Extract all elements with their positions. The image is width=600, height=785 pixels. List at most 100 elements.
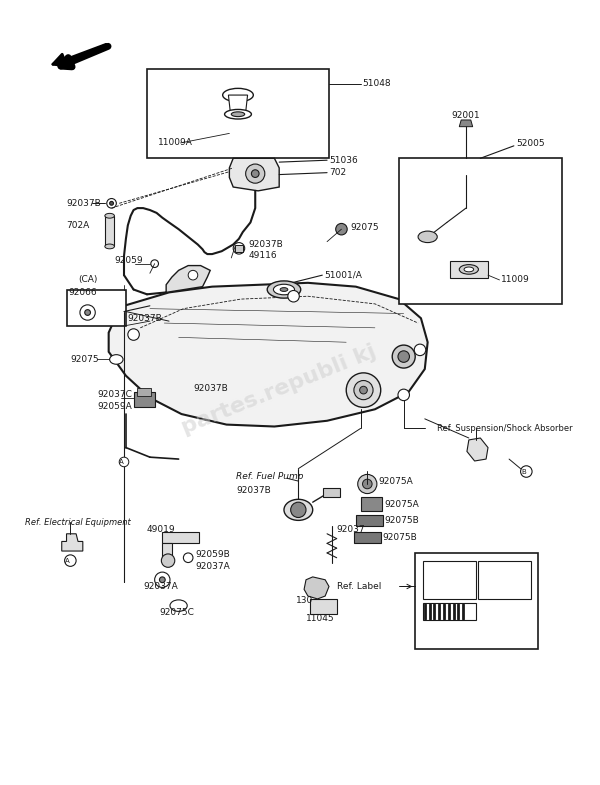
Bar bbox=[163, 543, 172, 560]
Circle shape bbox=[107, 199, 116, 208]
Ellipse shape bbox=[274, 284, 295, 295]
Polygon shape bbox=[109, 283, 428, 426]
Bar bbox=[163, 532, 199, 543]
Text: 92075A: 92075A bbox=[385, 499, 419, 509]
Bar bbox=[356, 515, 383, 526]
Circle shape bbox=[233, 243, 245, 254]
Bar bbox=[134, 392, 155, 407]
Circle shape bbox=[521, 466, 532, 477]
Ellipse shape bbox=[464, 267, 473, 272]
Polygon shape bbox=[304, 577, 329, 599]
Text: 92001: 92001 bbox=[452, 111, 480, 119]
Circle shape bbox=[290, 502, 306, 517]
Text: Ref. Electrical Equipment: Ref. Electrical Equipment bbox=[25, 518, 131, 527]
Text: 92075A: 92075A bbox=[379, 476, 413, 486]
Bar bbox=[235, 244, 243, 252]
Ellipse shape bbox=[170, 600, 187, 612]
Text: 11045: 11045 bbox=[306, 614, 335, 623]
Bar bbox=[147, 69, 329, 159]
Text: Ref. Fuel Pump: Ref. Fuel Pump bbox=[236, 472, 304, 481]
Text: A: A bbox=[119, 459, 124, 465]
Polygon shape bbox=[166, 265, 210, 292]
Text: 51036: 51036 bbox=[329, 155, 358, 165]
Polygon shape bbox=[229, 95, 248, 112]
Text: 92075B: 92075B bbox=[383, 533, 418, 542]
Text: A: A bbox=[128, 331, 133, 338]
Bar bbox=[399, 159, 562, 304]
Ellipse shape bbox=[459, 265, 478, 274]
Bar bbox=[354, 532, 381, 543]
Text: partes.republi kj: partes.republi kj bbox=[179, 341, 380, 438]
Circle shape bbox=[151, 260, 158, 268]
Text: 11009: 11009 bbox=[502, 276, 530, 284]
Text: 92075C: 92075C bbox=[160, 608, 194, 617]
Circle shape bbox=[359, 386, 367, 394]
Circle shape bbox=[188, 270, 198, 280]
Bar bbox=[323, 487, 340, 498]
Text: 92037B: 92037B bbox=[67, 199, 101, 208]
Circle shape bbox=[362, 479, 372, 489]
Text: A: A bbox=[398, 392, 403, 398]
Ellipse shape bbox=[231, 111, 245, 117]
Circle shape bbox=[392, 345, 415, 368]
Circle shape bbox=[160, 577, 165, 582]
Text: 51001/A: 51001/A bbox=[324, 271, 362, 279]
Ellipse shape bbox=[418, 231, 437, 243]
Bar bbox=[415, 553, 538, 648]
Text: B: B bbox=[521, 469, 526, 474]
Text: 92037B: 92037B bbox=[236, 486, 271, 495]
Circle shape bbox=[155, 572, 170, 587]
Polygon shape bbox=[62, 534, 83, 551]
Text: 130: 130 bbox=[296, 597, 314, 605]
Text: 92037A: 92037A bbox=[143, 582, 178, 591]
Text: 702A: 702A bbox=[67, 221, 90, 230]
Bar bbox=[67, 290, 126, 326]
Text: 92037B: 92037B bbox=[193, 384, 228, 392]
Circle shape bbox=[354, 381, 373, 400]
Circle shape bbox=[128, 329, 139, 340]
Text: 92037A: 92037A bbox=[195, 562, 230, 571]
Text: 52005: 52005 bbox=[516, 140, 544, 148]
Bar bbox=[361, 498, 382, 511]
Text: 92075: 92075 bbox=[350, 223, 379, 232]
Ellipse shape bbox=[105, 214, 115, 218]
Ellipse shape bbox=[223, 89, 253, 102]
Text: 92066: 92066 bbox=[68, 288, 97, 297]
Polygon shape bbox=[229, 159, 279, 191]
Text: 92075: 92075 bbox=[70, 355, 99, 364]
Bar bbox=[137, 389, 151, 396]
Circle shape bbox=[346, 373, 381, 407]
Circle shape bbox=[398, 351, 409, 363]
Circle shape bbox=[245, 164, 265, 183]
Text: (CA): (CA) bbox=[78, 276, 97, 284]
Text: 51048: 51048 bbox=[362, 79, 391, 88]
Circle shape bbox=[288, 290, 299, 302]
Text: 92059: 92059 bbox=[115, 256, 143, 265]
Text: Ref. Label: Ref. Label bbox=[337, 582, 381, 591]
Text: Ref. Suspension/Shock Absorber: Ref. Suspension/Shock Absorber bbox=[437, 424, 573, 433]
Ellipse shape bbox=[105, 244, 115, 249]
Circle shape bbox=[358, 474, 377, 494]
Circle shape bbox=[80, 305, 95, 320]
Text: 92037B: 92037B bbox=[128, 314, 163, 323]
Ellipse shape bbox=[267, 281, 301, 298]
Circle shape bbox=[85, 309, 91, 316]
Circle shape bbox=[65, 555, 76, 566]
Text: B: B bbox=[415, 347, 419, 353]
Bar bbox=[423, 560, 476, 599]
Circle shape bbox=[110, 202, 113, 205]
Text: 92059B: 92059B bbox=[195, 550, 230, 560]
Circle shape bbox=[251, 170, 259, 177]
Text: 92037C: 92037C bbox=[97, 390, 132, 400]
Text: 92037: 92037 bbox=[337, 524, 365, 534]
Circle shape bbox=[161, 554, 175, 568]
Bar bbox=[449, 261, 488, 278]
Ellipse shape bbox=[110, 355, 123, 364]
Circle shape bbox=[336, 224, 347, 235]
Bar bbox=[423, 603, 476, 620]
Ellipse shape bbox=[224, 109, 251, 119]
Text: B: B bbox=[289, 294, 293, 299]
Circle shape bbox=[414, 344, 426, 356]
Text: 49116: 49116 bbox=[248, 250, 277, 260]
Text: 92037B: 92037B bbox=[248, 240, 283, 249]
